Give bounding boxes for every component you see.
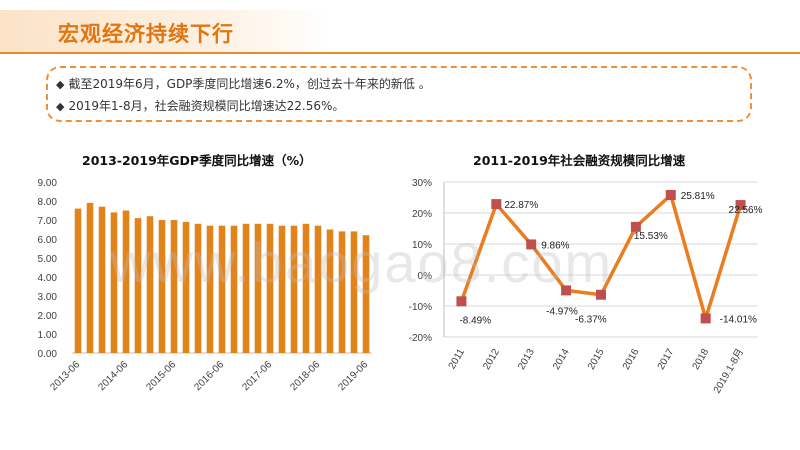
y-tick-label: 2.00 — [38, 311, 58, 322]
y-tick-label: 0.00 — [38, 349, 58, 360]
y-tick-label: 8.00 — [38, 197, 58, 208]
bar — [230, 225, 238, 353]
bar — [302, 223, 310, 353]
x-tick-label: 2017-06 — [240, 359, 274, 393]
bar — [314, 225, 322, 353]
watermark: www.baogao8.com — [110, 231, 614, 294]
y-tick-label: -10% — [409, 302, 432, 313]
financing-chart-title: 2011-2019年社会融资规模同比增速 — [473, 153, 686, 168]
bar — [278, 225, 286, 353]
x-tick-label: 2014 — [551, 347, 572, 372]
bar — [158, 220, 166, 353]
bar — [338, 231, 346, 353]
data-point-marker — [665, 189, 676, 200]
data-label: 22.87% — [504, 200, 538, 211]
bar — [290, 225, 298, 353]
x-tick-label: 2012 — [481, 347, 502, 372]
y-tick-label: 4.00 — [38, 273, 58, 284]
x-tick-label: 2015 — [586, 347, 607, 372]
y-tick-label: 5.00 — [38, 254, 58, 265]
x-tick-label: 2011 — [447, 347, 467, 372]
data-point-marker — [630, 221, 641, 232]
bar — [242, 223, 250, 353]
x-tick-label: 2015-06 — [144, 359, 178, 393]
y-tick-label: 7.00 — [38, 216, 58, 227]
data-label: 9.86% — [541, 240, 569, 251]
summary-text-1: 截至2019年6月，GDP季度同比增速6.2%，创过去十年来的新低 。 — [68, 77, 431, 91]
bar — [110, 212, 118, 353]
data-point-marker — [456, 296, 467, 307]
bar — [182, 221, 190, 353]
x-tick-label: 2018-06 — [288, 359, 322, 393]
diamond-bullet-icon: ◆ — [56, 78, 65, 91]
data-label: -14.01% — [720, 314, 757, 325]
diamond-bullet-icon: ◆ — [56, 100, 65, 113]
summary-line-1: ◆ 截至2019年6月，GDP季度同比增速6.2%，创过去十年来的新低 。 — [56, 75, 431, 92]
x-tick-label: 2013-06 — [48, 359, 82, 393]
bar — [122, 210, 130, 353]
bar — [350, 231, 358, 353]
summary-box: ◆ 截至2019年6月，GDP季度同比增速6.2%，创过去十年来的新低 。 ◆ 20… — [46, 66, 752, 122]
bar — [170, 220, 178, 353]
bar — [326, 229, 334, 353]
data-point-marker — [596, 289, 606, 300]
bar — [266, 223, 274, 353]
bar — [86, 202, 94, 353]
x-tick-label: 2014-06 — [96, 359, 130, 393]
x-tick-label: 2017 — [656, 347, 677, 372]
y-tick-label: 1.00 — [38, 330, 58, 341]
x-tick-label: 2018 — [691, 347, 712, 372]
summary-text-2: 2019年1-8月，社会融资规模同比增速达22.56%。 — [68, 99, 345, 113]
bar — [254, 223, 262, 353]
x-tick-label: 2016 — [621, 347, 642, 372]
data-point-marker — [700, 313, 711, 324]
data-point-marker — [735, 200, 746, 211]
x-tick-label: 2019.1-8月 — [711, 347, 746, 396]
title-divider — [0, 52, 800, 54]
summary-line-2: ◆ 2019年1-8月，社会融资规模同比增速达22.56%。 — [56, 97, 344, 114]
y-tick-label: 3.00 — [38, 292, 58, 303]
y-tick-label: 6.00 — [38, 235, 58, 246]
gdp-chart-title: 2013-2019年GDP季度同比增速（%） — [82, 153, 312, 168]
data-label: -4.97% — [546, 306, 578, 317]
y-tick-label: 0% — [418, 271, 433, 282]
bar — [218, 225, 226, 353]
bar — [146, 216, 154, 353]
x-tick-label: 2013 — [516, 347, 537, 372]
x-tick-label: 2016-06 — [192, 359, 226, 393]
data-point-marker — [491, 199, 502, 210]
y-tick-label: 30% — [412, 178, 432, 189]
bar — [134, 218, 142, 353]
bar — [98, 206, 106, 353]
data-label: 15.53% — [634, 231, 668, 242]
data-label: 22.56% — [729, 205, 763, 216]
y-tick-label: 10% — [412, 240, 432, 251]
page-title: 宏观经济持续下行 — [58, 22, 234, 46]
bar — [194, 223, 202, 353]
data-label: 25.81% — [681, 191, 715, 202]
y-tick-label: 9.00 — [38, 178, 58, 189]
x-tick-label: 2019-06 — [336, 359, 370, 393]
data-label: -8.49% — [459, 315, 491, 326]
data-label: -6.37% — [575, 315, 607, 326]
bar — [74, 208, 82, 353]
data-point-marker — [526, 239, 537, 250]
title-banner — [0, 10, 330, 52]
bar — [206, 225, 214, 353]
bar — [362, 235, 370, 353]
y-tick-label: 20% — [412, 209, 432, 220]
y-tick-label: -20% — [409, 333, 432, 344]
data-point-marker — [561, 285, 572, 296]
